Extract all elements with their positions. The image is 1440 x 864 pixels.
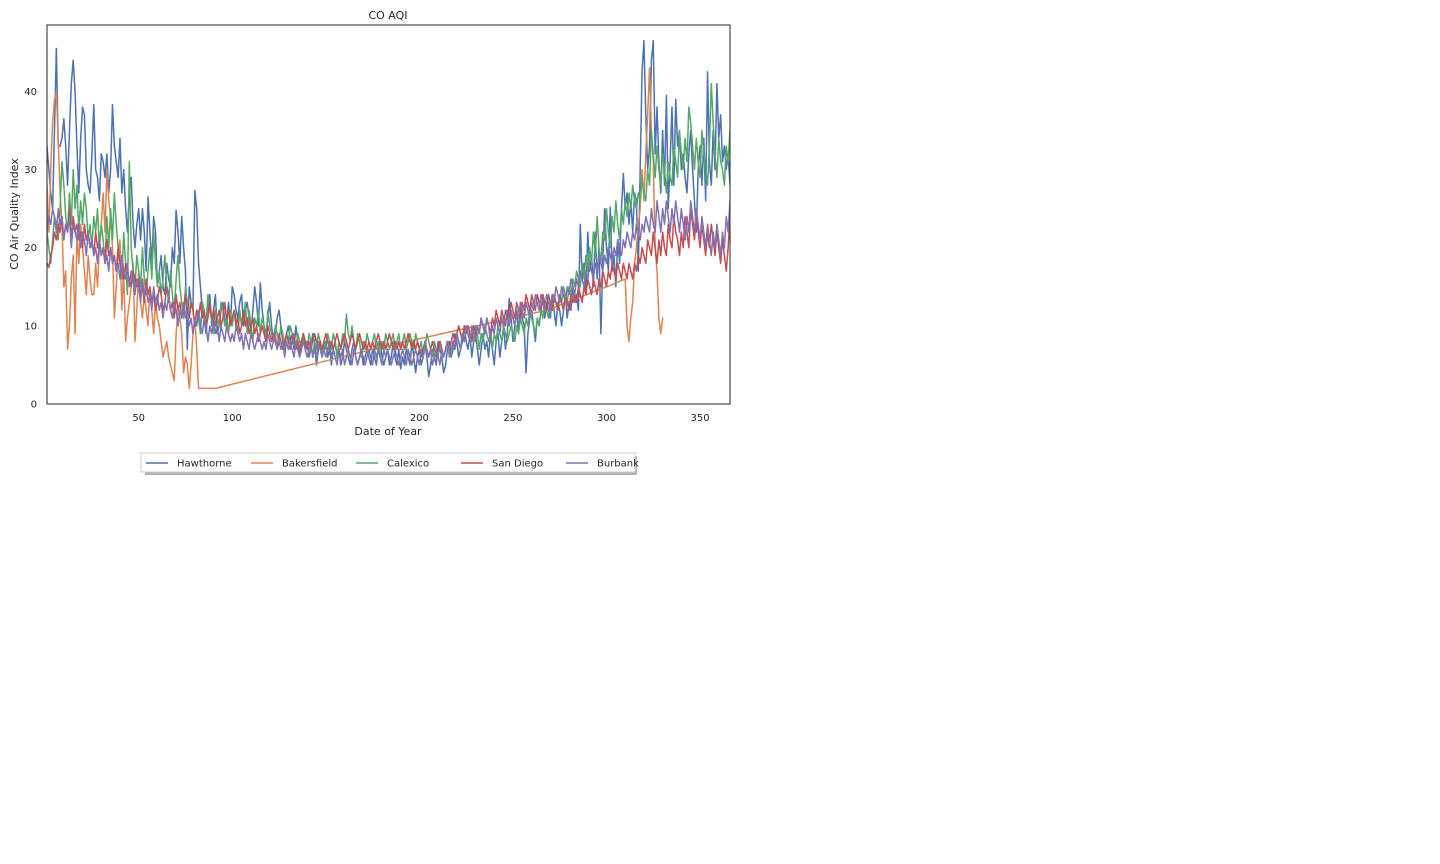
y-tick-label: 30 — [24, 165, 37, 176]
y-tick-label: 20 — [24, 243, 37, 254]
x-tick-label: 200 — [410, 413, 429, 424]
series-line-san-diego — [47, 207, 730, 358]
legend-label: Bakersfield — [282, 459, 337, 470]
y-tick-label: 10 — [24, 321, 37, 332]
legend-label: Calexico — [387, 459, 429, 470]
legend-label: Hawthorne — [177, 459, 232, 470]
legend: Hawthorne Bakersfield Calexico San Diego Bur… — [140, 452, 639, 475]
y-tick-label: 40 — [24, 87, 37, 98]
x-tick-label: 250 — [503, 413, 522, 424]
legend-box — [140, 452, 636, 473]
legend-label: Burbank — [597, 459, 639, 470]
x-tick-label: 150 — [316, 413, 335, 424]
series-line-burbank — [47, 200, 730, 366]
x-tick-label: 50 — [132, 413, 145, 424]
chart-title: CO AQI — [368, 9, 407, 22]
legend-items: Hawthorne Bakersfield Calexico San Diego Bur… — [146, 459, 639, 470]
plot-frame — [46, 24, 731, 405]
y-axis-ticks: 0 10 20 30 40 — [24, 87, 37, 411]
series-lines — [47, 39, 730, 390]
x-tick-label: 350 — [691, 413, 710, 424]
x-tick-label: 300 — [597, 413, 616, 424]
x-axis-ticks: 50 100 150 200 250 300 350 — [132, 413, 709, 424]
legend-label: San Diego — [492, 459, 543, 470]
x-tick-label: 100 — [223, 413, 242, 424]
y-axis-label: CO Air Quality Index — [8, 158, 21, 270]
plot-area — [46, 24, 731, 405]
x-axis-label: Date of Year — [354, 425, 422, 438]
y-tick-label: 0 — [31, 400, 37, 411]
